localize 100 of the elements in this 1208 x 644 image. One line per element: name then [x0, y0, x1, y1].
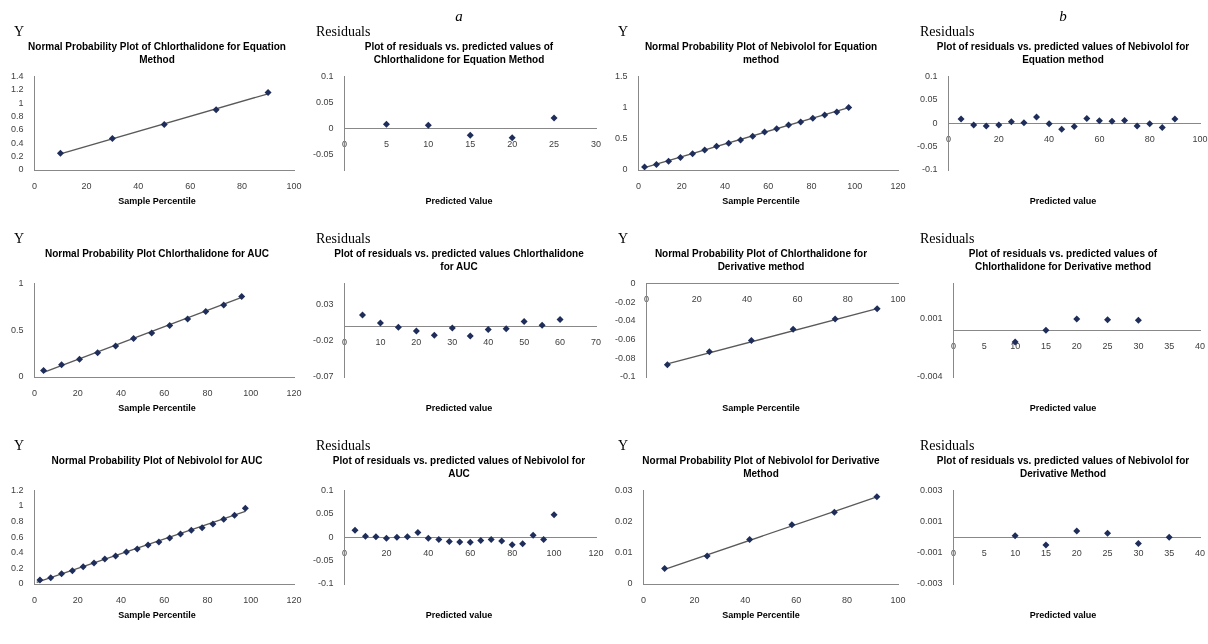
- x-axis-title: Sample Percentile: [721, 403, 801, 415]
- x-tick-label: 100: [243, 594, 259, 605]
- point: [264, 88, 272, 96]
- x-tick-label: 50: [519, 337, 530, 348]
- x-tick-label: 0: [641, 594, 647, 605]
- y-tick-label: 0.05: [315, 96, 334, 107]
- point: [749, 132, 757, 140]
- point: [873, 305, 881, 313]
- x-tick-label: 20: [81, 180, 92, 191]
- point: [661, 564, 669, 572]
- x-tick-label: 80: [202, 387, 213, 398]
- point: [220, 515, 228, 523]
- x-tick-label: 80: [1144, 134, 1155, 145]
- y-tick-label: 0.1: [321, 484, 334, 495]
- x-tick-label: 20: [411, 337, 422, 348]
- point: [652, 160, 660, 168]
- y-tick-label: 1: [18, 97, 24, 108]
- y-axis-title: Y: [618, 231, 629, 246]
- point: [166, 322, 174, 330]
- x-tick-label: 120: [588, 548, 604, 559]
- point: [663, 361, 671, 369]
- x-tick-label: 30: [1133, 341, 1144, 352]
- chart-title: Plot of residuals vs. predicted values of Nebivolol for Equation method: [935, 40, 1191, 67]
- point: [1134, 316, 1142, 324]
- y-tick-label: -0.004: [916, 371, 943, 382]
- point: [1158, 123, 1166, 131]
- y-axis-title: Y: [14, 231, 25, 246]
- x-tick-label: 80: [202, 594, 213, 605]
- y-tick-label: 1.2: [11, 84, 24, 95]
- point: [701, 146, 709, 154]
- x-tick-label: 0: [32, 180, 38, 191]
- y-tick-label: 0.4: [11, 547, 24, 558]
- point: [1011, 532, 1019, 540]
- point: [1146, 120, 1154, 128]
- point: [1020, 119, 1028, 127]
- y-tick-label: 0: [932, 117, 938, 128]
- x-tick-label: 5: [981, 548, 987, 559]
- point: [540, 536, 548, 544]
- x-tick-label: 40: [116, 594, 127, 605]
- point: [198, 524, 206, 532]
- point: [665, 157, 673, 165]
- y-tick-label: 0.01: [614, 547, 633, 558]
- point: [773, 125, 781, 133]
- x-tick-label: 70: [590, 337, 602, 348]
- y-axis-title: Residuals: [316, 231, 371, 246]
- y-axis-title: Residuals: [920, 438, 975, 453]
- x-axis-title: Sample Percentile: [117, 403, 197, 415]
- point: [487, 536, 495, 544]
- point: [1121, 116, 1129, 124]
- x-tick-label: 60: [792, 294, 803, 305]
- point: [148, 329, 156, 337]
- x-tick-label: 0: [32, 594, 38, 605]
- point: [456, 538, 464, 546]
- x-tick-label: 5: [981, 341, 987, 352]
- point: [1083, 115, 1091, 123]
- point: [403, 533, 411, 541]
- point: [995, 121, 1003, 129]
- point: [1007, 118, 1015, 126]
- y-tick-label: 0: [627, 578, 633, 589]
- y-tick-label: -0.05: [313, 555, 334, 566]
- point: [1104, 316, 1112, 324]
- point: [94, 349, 102, 357]
- x-axis-title: Sample Percentile: [721, 196, 801, 208]
- point: [705, 348, 713, 356]
- y-tick-label: 0: [328, 531, 334, 542]
- point: [187, 526, 195, 534]
- x-tick-label: 20: [676, 180, 687, 191]
- chart-title: Plot of residuals vs. predicted values of Nebivolol for AUC: [331, 454, 587, 481]
- y-tick-label: 1.4: [11, 70, 24, 81]
- x-tick-label: 15: [1040, 548, 1051, 559]
- x-tick-label: 10: [1010, 341, 1021, 352]
- point: [430, 331, 438, 339]
- x-tick-label: 60: [465, 548, 476, 559]
- point: [809, 114, 817, 122]
- x-tick-label: 80: [806, 180, 817, 191]
- y-tick-label: -0.1: [620, 371, 636, 382]
- y-tick-label: -0.08: [615, 352, 636, 363]
- point: [520, 318, 528, 326]
- x-axis-title: Sample Percentile: [721, 610, 801, 622]
- point: [761, 128, 769, 136]
- point: [957, 115, 965, 123]
- x-tick-label: 60: [555, 337, 566, 348]
- y-tick-label: -0.05: [917, 141, 938, 152]
- y-tick-label: 0.5: [11, 324, 24, 335]
- point: [435, 536, 443, 544]
- x-tick-label: 40: [1044, 134, 1055, 145]
- point: [212, 106, 220, 114]
- point: [1073, 527, 1081, 535]
- y-tick-label: 0: [18, 371, 24, 382]
- y-tick-label: -0.07: [313, 371, 334, 382]
- chart-title: Normal Probability Plot Chlorthalidone for AUC: [43, 247, 271, 261]
- x-tick-label: 20: [691, 294, 702, 305]
- point: [873, 493, 881, 501]
- x-tick-label: 10: [423, 139, 434, 150]
- point: [1045, 120, 1053, 128]
- y-tick-label: 0.001: [919, 312, 943, 323]
- x-tick-label: 80: [507, 548, 518, 559]
- x-tick-label: 60: [159, 594, 170, 605]
- point: [502, 325, 510, 333]
- y-tick-label: 0.001: [919, 516, 943, 527]
